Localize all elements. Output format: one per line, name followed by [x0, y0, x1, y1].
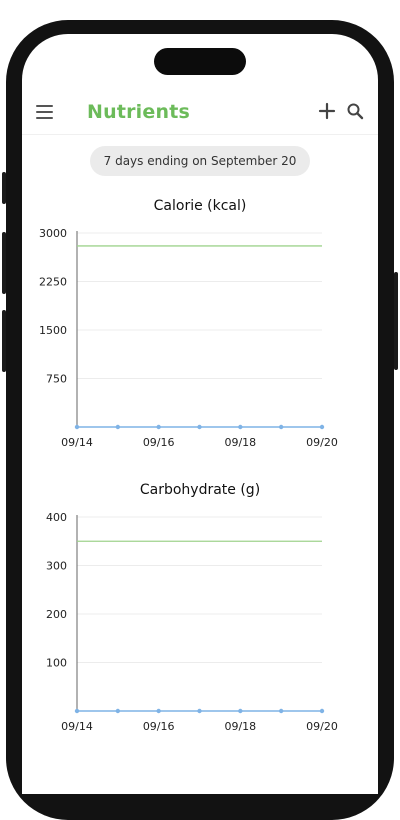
y-tick-label: 400 [46, 511, 67, 524]
data-point [278, 424, 284, 430]
page-title: Nutrients [87, 101, 190, 123]
plus-icon[interactable] [318, 102, 336, 120]
phone-volume-up-button [2, 232, 6, 294]
phone-side-button [2, 172, 6, 204]
data-point [197, 424, 202, 430]
carbohydrate-chart-title: Carbohydrate (g) [139, 482, 261, 498]
y-tick-label: 100 [46, 657, 67, 670]
data-point [238, 424, 243, 430]
x-tick-label: 09/20 [306, 720, 338, 733]
data-point [115, 708, 121, 714]
date-range-chip[interactable]: 7 days ending on September 20 [90, 146, 310, 176]
data-point [319, 424, 325, 430]
x-tick-label: 09/14 [61, 436, 93, 449]
y-tick-label: 200 [46, 608, 67, 621]
x-tick-label: 09/18 [224, 436, 256, 449]
y-tick-label: 3000 [39, 227, 67, 240]
data-point [319, 708, 325, 714]
x-tick-label: 09/16 [143, 436, 175, 449]
data-point [156, 424, 161, 430]
app-bar-divider [22, 134, 378, 135]
search-icon[interactable] [346, 102, 364, 120]
data-point [74, 708, 80, 714]
data-point [156, 708, 161, 714]
data-point [278, 708, 284, 714]
carbohydrate-chart: 100 200 300 400 09/14 09/16 09/18 09/20 [46, 511, 338, 733]
y-tick-label: 2250 [39, 276, 67, 289]
data-point [74, 424, 80, 430]
y-tick-label: 300 [46, 560, 67, 573]
data-point [197, 708, 202, 714]
data-point [238, 708, 243, 714]
x-tick-label: 09/14 [61, 720, 93, 733]
phone-volume-down-button [2, 310, 6, 372]
y-tick-label: 750 [46, 373, 67, 386]
y-tick-label: 1500 [39, 324, 67, 337]
x-tick-label: 09/20 [306, 436, 338, 449]
dynamic-island [154, 48, 246, 75]
calorie-chart: 750 1500 2250 3000 09/14 09/16 09/18 09/20 [39, 227, 338, 449]
hamburger-menu-icon[interactable] [36, 105, 54, 119]
data-point [115, 424, 121, 430]
phone-power-button [394, 272, 398, 370]
x-tick-label: 09/18 [224, 720, 256, 733]
calorie-chart-title: Calorie (kcal) [153, 198, 247, 214]
app-bar: Nutrients [22, 96, 378, 134]
app-screen: Nutrients 7 days ending on September 20 … [22, 34, 378, 794]
x-tick-label: 09/16 [143, 720, 175, 733]
